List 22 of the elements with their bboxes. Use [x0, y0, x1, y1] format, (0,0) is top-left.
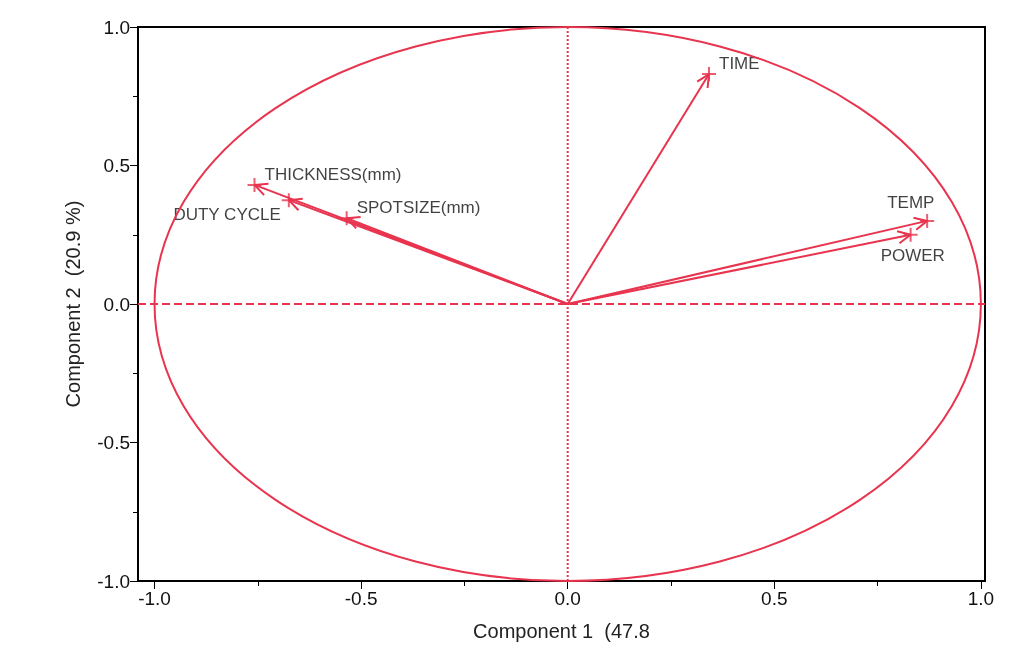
x-tick-label: -0.5	[344, 588, 378, 609]
x-tick-label: -1.0	[138, 588, 171, 609]
annotation: DUTY CYCLE	[173, 205, 281, 225]
y-tick-label: -1.0	[97, 570, 130, 592]
point	[902, 226, 919, 243]
x-tick-label: 0.0	[554, 588, 581, 609]
annotation: TIME	[719, 54, 760, 74]
point	[701, 66, 717, 83]
y-tick-label: 1.0	[103, 16, 130, 38]
point	[919, 212, 936, 229]
annotation: THICKNESS(mm)	[264, 164, 402, 184]
y-tick-label: 0.5	[103, 155, 130, 176]
y-tick-label: -0.5	[97, 432, 130, 453]
y-tick-label: 0.0	[103, 293, 130, 315]
annotation: TEMP	[887, 192, 935, 212]
annotation: POWER	[880, 245, 945, 265]
y-axis-title: Component 2 (20.9 %)	[62, 200, 84, 408]
x-axis-title: Component 1 (47.8	[473, 620, 650, 642]
annotation: SPOTSIZE(mm)	[356, 198, 481, 218]
point	[246, 176, 263, 193]
x-tick-label: 1.0	[967, 588, 995, 609]
x-tick-label: 0.5	[761, 588, 788, 609]
